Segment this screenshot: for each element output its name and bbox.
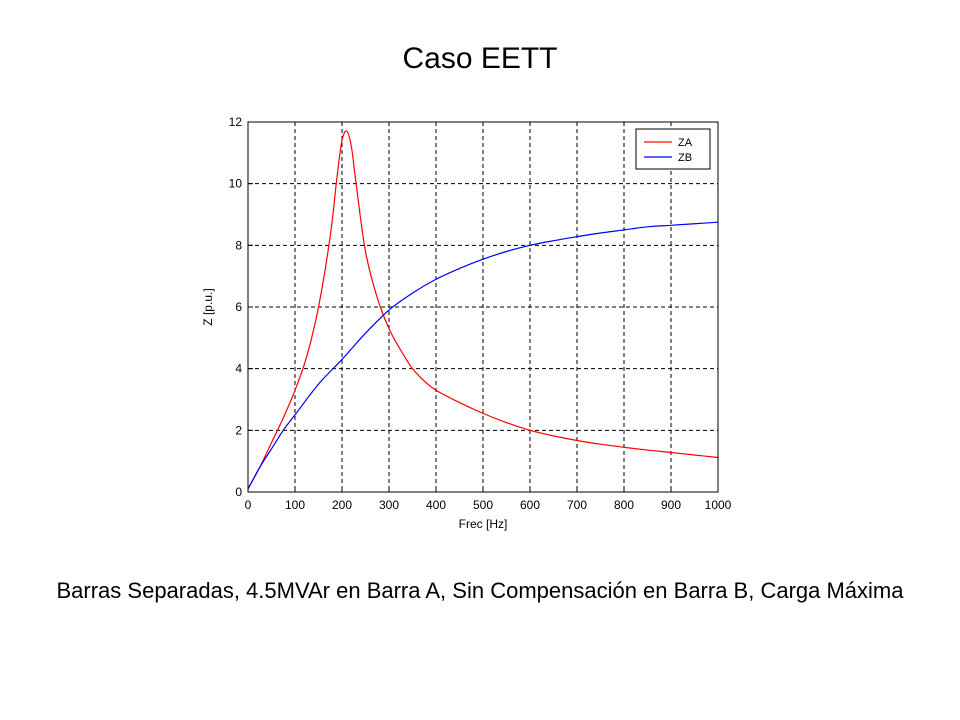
y-tick-label: 6 <box>235 300 242 314</box>
y-tick-label: 0 <box>235 485 242 499</box>
x-tick-label: 300 <box>379 498 399 512</box>
x-axis-label: Frec [Hz] <box>459 517 508 531</box>
ticks: 0 100 200 300 400 500 600 700 800 900 1000 0 2 4 6 8 10 1… <box>229 115 732 512</box>
legend: ZA ZB <box>635 128 711 170</box>
y-tick-label: 12 <box>229 115 243 129</box>
y-tick-label: 8 <box>235 238 242 252</box>
series-layer <box>247 130 719 490</box>
series-line-zb <box>247 221 719 490</box>
series-line-za <box>247 130 719 490</box>
x-tick-label: 100 <box>285 498 305 512</box>
slide-caption: Barras Separadas, 4.5MVAr en Barra A, Si… <box>56 578 904 603</box>
x-tick-label: 600 <box>520 498 540 512</box>
y-tick-label: 2 <box>235 423 242 437</box>
legend-label-zb: ZB <box>678 152 692 164</box>
y-tick-label: 4 <box>235 362 242 376</box>
slide-title: Caso EETT <box>402 42 558 75</box>
x-tick-label: 1000 <box>705 498 732 512</box>
legend-box <box>635 128 711 170</box>
x-tick-label: 900 <box>661 498 681 512</box>
x-tick-label: 400 <box>426 498 446 512</box>
y-tick-label: 10 <box>229 177 243 191</box>
grid <box>248 122 718 492</box>
x-tick-label: 800 <box>614 498 634 512</box>
x-tick-label: 700 <box>567 498 587 512</box>
impedance-frequency-chart: 0 100 200 300 400 500 600 700 800 900 1000 0 2 4 6 8 10 1… <box>201 115 732 531</box>
y-axis-label: Z [p.u.] <box>201 288 215 325</box>
x-tick-label: 200 <box>332 498 352 512</box>
x-tick-label: 0 <box>245 498 252 512</box>
x-tick-label: 500 <box>473 498 493 512</box>
legend-label-za: ZA <box>678 137 693 149</box>
